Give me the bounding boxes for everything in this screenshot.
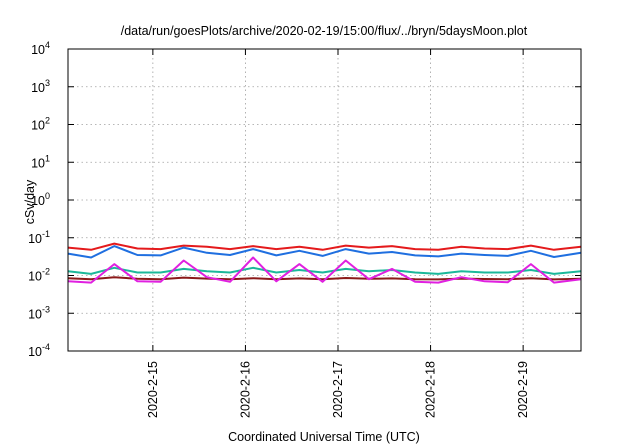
axis-ticks: 10-4 10-3 10-2 10-1 100 101 102 103 104 2020-2-15… xyxy=(28,40,581,418)
grid xyxy=(68,49,581,351)
x-tick-label: 2020-2-16 xyxy=(238,361,252,418)
series-line-4 xyxy=(67,276,582,281)
x-tick-label: 2020-2-19 xyxy=(516,361,530,418)
series-line-1 xyxy=(67,242,582,251)
series-line-2 xyxy=(67,245,582,259)
series-group xyxy=(67,242,582,284)
y-tick-label: 104 xyxy=(31,40,50,57)
y-tick-label: 102 xyxy=(31,116,50,133)
x-tick-label: 2020-2-15 xyxy=(146,361,160,418)
y-tick-label: 10-4 xyxy=(28,342,50,359)
y-tick-label: 10-2 xyxy=(28,267,50,284)
y-tick-label: 10-1 xyxy=(28,229,50,246)
series-line-5 xyxy=(67,256,582,284)
y-axis-label: cSv/day xyxy=(23,179,37,224)
y-tick-label: 10-3 xyxy=(28,304,50,321)
x-tick-label: 2020-2-17 xyxy=(331,361,345,418)
y-tick-label: 100 xyxy=(31,191,50,208)
x-tick-label: 2020-2-18 xyxy=(424,361,438,418)
y-tick-label: 101 xyxy=(31,153,50,170)
series-line-3 xyxy=(67,266,582,275)
chart-title: /data/run/goesPlots/archive/2020-02-19/1… xyxy=(121,24,528,38)
y-tick-label: 103 xyxy=(31,78,50,95)
x-axis-label: Coordinated Universal Time (UTC) xyxy=(228,430,420,444)
plot-frame xyxy=(67,48,582,352)
